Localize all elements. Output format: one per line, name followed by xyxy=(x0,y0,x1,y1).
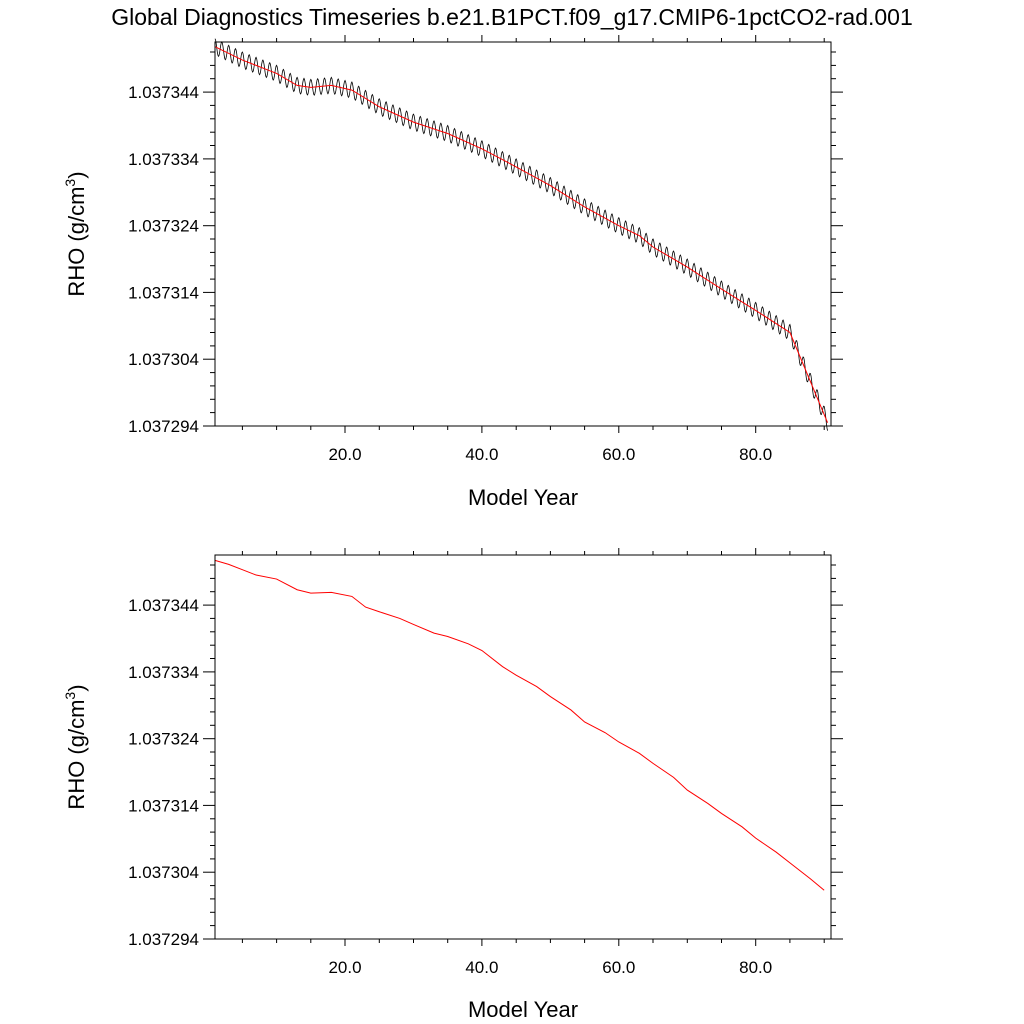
bottom-y-tick-label: 1.037324 xyxy=(128,730,199,749)
bottom-y-axis-title-close: ) xyxy=(64,684,89,691)
bottom-y-tick-label: 1.037314 xyxy=(128,796,199,815)
bottom-y-tick-label: 1.037294 xyxy=(128,930,199,949)
bottom-panel: 20.0 40.0 60.0 80.0 1.037294 1.037304 1.037314… xyxy=(62,548,843,1022)
top-y-tick-label: 1.037344 xyxy=(128,83,199,102)
bottom-y-tick-label: 1.037334 xyxy=(128,663,199,682)
top-panel: 20.0 40.0 60.0 80.0 1.037294 1.037304 1.037314… xyxy=(62,35,843,510)
figure-title: Global Diagnostics Timeseries b.e21.B1PC… xyxy=(111,4,913,30)
top-y-axis-title-main: RHO (g/cm xyxy=(64,187,89,297)
bottom-annual-series-line xyxy=(214,559,825,891)
top-monthly-series-line xyxy=(214,38,828,431)
top-y-tick-label: 1.037314 xyxy=(128,283,199,302)
bottom-y-axis-title-sup: 3 xyxy=(62,692,78,700)
bottom-x-tick-label: 40.0 xyxy=(465,958,498,977)
top-x-tick-label: 80.0 xyxy=(739,445,772,464)
top-y-tick-label: 1.037304 xyxy=(128,350,199,369)
top-y-tick-label: 1.037324 xyxy=(128,217,199,236)
top-plot-frame xyxy=(214,41,832,427)
top-y-tick-label: 1.037334 xyxy=(128,150,199,169)
top-x-tick-label: 40.0 xyxy=(465,445,498,464)
top-annual-series-line xyxy=(214,46,829,423)
bottom-y-tick-label: 1.037344 xyxy=(128,596,199,615)
top-tick-layer: 20.0 40.0 60.0 80.0 1.037294 1.037304 1.037314… xyxy=(128,35,843,464)
bottom-y-axis-title-main: RHO (g/cm xyxy=(64,700,89,810)
top-y-axis-title: RHO (g/cm3) xyxy=(62,171,89,296)
bottom-x-tick-label: 80.0 xyxy=(739,958,772,977)
bottom-x-axis-title: Model Year xyxy=(468,997,578,1022)
top-y-tick-label: 1.037294 xyxy=(128,417,199,436)
top-x-tick-label: 20.0 xyxy=(328,445,361,464)
bottom-y-tick-label: 1.037304 xyxy=(128,863,199,882)
bottom-tick-layer: 20.0 40.0 60.0 80.0 1.037294 1.037304 1.037314… xyxy=(128,548,843,977)
top-x-axis-title: Model Year xyxy=(468,485,578,510)
top-x-tick-label: 60.0 xyxy=(602,445,635,464)
bottom-x-tick-label: 20.0 xyxy=(328,958,361,977)
bottom-plot-series xyxy=(214,559,825,891)
top-y-axis-title-sup: 3 xyxy=(62,179,78,187)
bottom-x-tick-label: 60.0 xyxy=(602,958,635,977)
top-plot-series xyxy=(214,38,829,431)
bottom-y-axis-title: RHO (g/cm3) xyxy=(62,684,89,809)
top-y-axis-title-close: ) xyxy=(64,171,89,178)
bottom-plot-frame xyxy=(214,554,832,940)
